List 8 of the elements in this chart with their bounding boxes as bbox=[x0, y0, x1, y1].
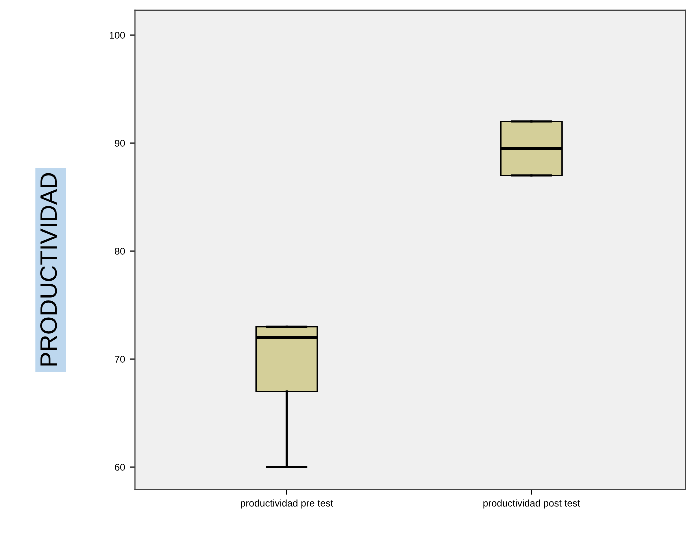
y-tick-label: 80 bbox=[115, 248, 126, 255]
x-tick-label: productividad pre test bbox=[241, 500, 334, 509]
x-tick-label: productividad post test bbox=[484, 500, 580, 509]
y-axis-title: PRODUCTIVIDAD bbox=[40, 173, 58, 366]
y-tick-label: 60 bbox=[115, 464, 126, 471]
y-tick-label: 90 bbox=[115, 140, 126, 147]
y-tick-label: 70 bbox=[115, 356, 126, 363]
y-tick-label: 100 bbox=[110, 32, 126, 39]
